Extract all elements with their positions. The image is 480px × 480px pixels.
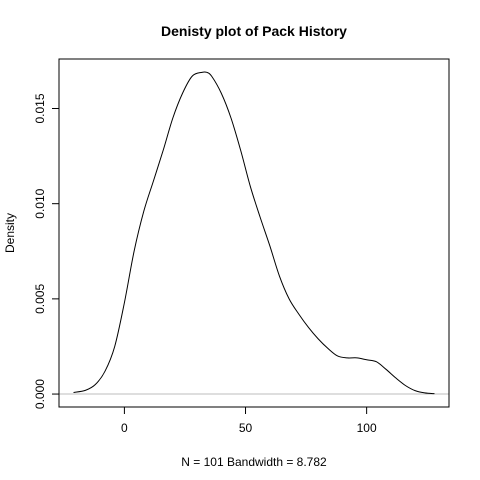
plot-frame	[58, 58, 450, 408]
plot-group	[59, 71, 449, 395]
x-tick-label: 100	[357, 421, 377, 435]
y-axis-label: Density	[3, 213, 17, 253]
chart-title: Denisty plot of Pack History	[161, 23, 347, 39]
x-axis-label: N = 101 Bandwidth = 8.782	[181, 455, 327, 469]
y-tick-label: 0.015	[33, 93, 47, 123]
x-tick-label: 0	[121, 421, 128, 435]
density-curve	[73, 71, 435, 395]
axes-group: 0 50 100 0.000 0.005 0.010 0.015	[33, 93, 377, 435]
y-tick-label: 0.005	[33, 284, 47, 314]
y-tick-label: 0.010	[33, 188, 47, 218]
x-tick-label: 50	[239, 421, 253, 435]
y-tick-label: 0.000	[33, 379, 47, 409]
